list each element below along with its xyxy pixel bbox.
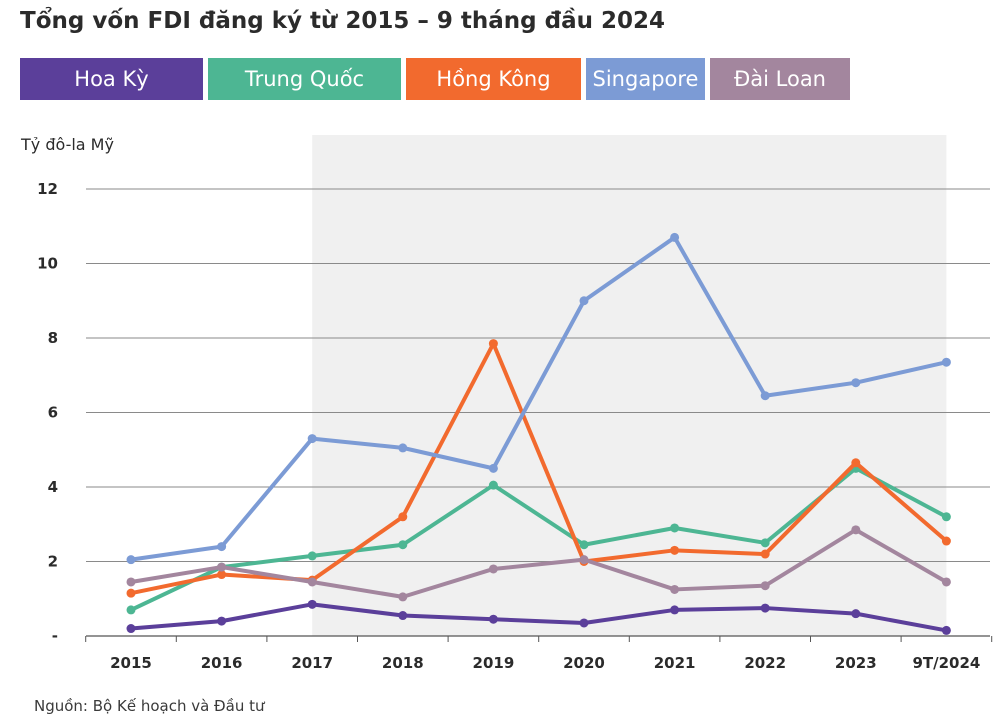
y-tick-label: 4 bbox=[48, 478, 58, 496]
data-point bbox=[126, 624, 136, 634]
data-point bbox=[398, 611, 408, 621]
x-tick-label: 2015 bbox=[110, 654, 152, 672]
data-point bbox=[851, 609, 861, 619]
data-point bbox=[126, 605, 136, 615]
data-point bbox=[488, 480, 498, 490]
data-point bbox=[307, 551, 317, 561]
data-point bbox=[217, 570, 227, 580]
data-point bbox=[670, 232, 680, 242]
data-point bbox=[941, 357, 951, 367]
x-tick-label: 2017 bbox=[291, 654, 333, 672]
data-point bbox=[217, 562, 227, 572]
series-line-4 bbox=[129, 527, 949, 599]
y-axis-label: Tỷ đô-la Mỹ bbox=[20, 135, 114, 154]
data-point bbox=[126, 555, 136, 565]
series-line-0 bbox=[129, 602, 949, 633]
x-tick-label: 2022 bbox=[744, 654, 786, 672]
data-point bbox=[851, 458, 861, 468]
data-point bbox=[670, 605, 680, 615]
shaded-region bbox=[312, 135, 947, 636]
data-point bbox=[941, 512, 951, 522]
data-point bbox=[307, 599, 317, 609]
x-tick-label: 2023 bbox=[835, 654, 877, 672]
data-point bbox=[579, 618, 589, 628]
y-tick-label: 8 bbox=[48, 329, 58, 347]
legend-item-0: Hoa Kỳ bbox=[20, 58, 203, 100]
data-point bbox=[851, 525, 861, 535]
data-point bbox=[217, 542, 227, 552]
data-point bbox=[488, 339, 498, 349]
data-point bbox=[760, 581, 770, 591]
data-point bbox=[941, 625, 951, 635]
legend-item-2: Hồng Kông bbox=[406, 58, 581, 100]
series-line-2 bbox=[129, 341, 949, 596]
y-tick-label: 2 bbox=[48, 553, 58, 571]
data-point bbox=[760, 538, 770, 548]
source-note: Nguồn: Bộ Kế hoạch và Đầu tư bbox=[34, 697, 265, 715]
y-tick-label: 12 bbox=[37, 180, 58, 198]
data-point bbox=[398, 592, 408, 602]
data-point bbox=[398, 512, 408, 522]
x-tick-label: 9T/2024 bbox=[912, 654, 980, 672]
data-point bbox=[670, 545, 680, 555]
data-point bbox=[579, 296, 589, 306]
series-line-3 bbox=[129, 235, 949, 562]
data-point bbox=[398, 540, 408, 550]
data-point bbox=[670, 584, 680, 594]
chart-title: Tổng vốn FDI đăng ký từ 2015 – 9 tháng đ… bbox=[20, 8, 666, 34]
x-tick-label: 2018 bbox=[382, 654, 424, 672]
data-point bbox=[307, 434, 317, 444]
data-point bbox=[760, 549, 770, 559]
data-point bbox=[670, 523, 680, 533]
x-tick-label: 2019 bbox=[473, 654, 515, 672]
data-point bbox=[941, 536, 951, 546]
data-point bbox=[488, 463, 498, 473]
data-point bbox=[760, 391, 770, 401]
x-tick-label: 2021 bbox=[654, 654, 696, 672]
data-point bbox=[217, 616, 227, 626]
y-tick-label: 10 bbox=[37, 255, 58, 273]
y-tick-label: - bbox=[52, 627, 58, 645]
data-point bbox=[488, 564, 498, 574]
data-point bbox=[941, 577, 951, 587]
data-point bbox=[126, 588, 136, 598]
data-point bbox=[307, 577, 317, 587]
data-point bbox=[398, 443, 408, 453]
data-point bbox=[488, 614, 498, 624]
data-point bbox=[579, 555, 589, 565]
y-tick-label: 6 bbox=[48, 404, 58, 422]
legend: Hoa Kỳ Trung Quốc Hồng Kông Singapore Đài Lo… bbox=[20, 58, 850, 100]
data-point bbox=[851, 378, 861, 388]
data-point bbox=[126, 577, 136, 587]
legend-item-4: Đài Loan bbox=[710, 58, 850, 100]
data-point bbox=[579, 540, 589, 550]
legend-item-1: Trung Quốc bbox=[208, 58, 401, 100]
x-tick-label: 2016 bbox=[201, 654, 243, 672]
legend-item-3: Singapore bbox=[586, 58, 705, 100]
x-tick-label: 2020 bbox=[563, 654, 605, 672]
data-point bbox=[760, 603, 770, 613]
